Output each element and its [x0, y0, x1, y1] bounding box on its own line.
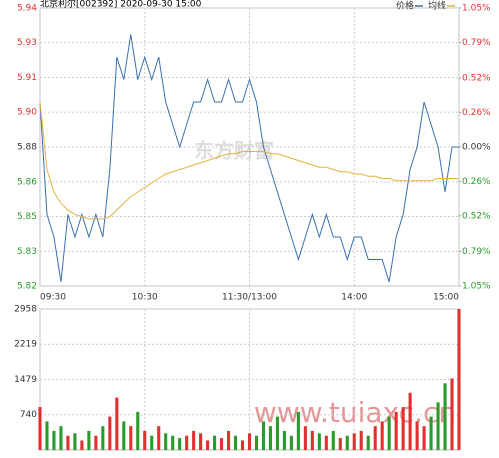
- volume-bar: [324, 435, 328, 450]
- volume-bar: [171, 435, 175, 450]
- volume-bar: [429, 416, 433, 450]
- volume-bar: [331, 430, 335, 450]
- volume-bar: [296, 411, 300, 450]
- volume-bar: [115, 397, 119, 450]
- volume-bar: [443, 383, 447, 450]
- volume-bar: [87, 430, 91, 450]
- volume-bar: [373, 426, 377, 450]
- volume-bar: [359, 430, 363, 450]
- y2-tick-label: 0.26%: [462, 108, 491, 118]
- y2-tick-label: 0.52%: [462, 74, 491, 84]
- volume-bar: [254, 435, 259, 450]
- volume-bar: [185, 435, 189, 450]
- volume-bar: [338, 438, 342, 450]
- y2-tick-label: 0.00%: [462, 143, 491, 153]
- y-tick-label: 740: [20, 410, 37, 420]
- price-line: [39, 101, 459, 220]
- y2-tick-label: 0.52%: [462, 211, 491, 221]
- y2-tick-label: 0.26%: [462, 177, 491, 187]
- volume-bar: [240, 440, 245, 450]
- watermark: www.tuiaxc.cn: [254, 396, 456, 429]
- volume-bar: [317, 433, 321, 450]
- legend-label: 价格: [396, 0, 414, 12]
- volume-bar: [387, 416, 391, 450]
- y-tick-label: 1479: [14, 375, 37, 385]
- volume-bar: [310, 430, 314, 450]
- volume-bar: [415, 421, 419, 450]
- y2-tick-label: 0.79%: [462, 38, 491, 48]
- volume-bar: [45, 421, 49, 450]
- x-tick-label: 11:30/13:00: [222, 293, 277, 303]
- volume-bar: [213, 435, 217, 450]
- y2-tick-label: 1.05%: [462, 4, 491, 14]
- volume-bar: [261, 421, 266, 450]
- volume-bar: [136, 411, 140, 450]
- volume-bar: [408, 392, 412, 450]
- x-tick-label: 09:30: [40, 293, 66, 303]
- volume-bar: [366, 435, 370, 450]
- volume-bar: [227, 430, 231, 450]
- watermark: 东方财富: [194, 139, 274, 163]
- volume-bar: [108, 416, 112, 450]
- volume-bar: [206, 440, 210, 450]
- volume-bar: [143, 430, 147, 450]
- y-tick-label: 5.90: [17, 108, 37, 118]
- volume-bar: [450, 378, 454, 450]
- volume-bar: [38, 407, 42, 450]
- chart-title: 北京利尔[002392] 2020-09-30 15:00: [40, 0, 202, 10]
- y2-tick-label: 1.05%: [462, 282, 491, 292]
- volume-bar: [268, 426, 272, 450]
- volume-bar: [233, 435, 238, 450]
- volume-bar: [303, 426, 307, 450]
- volume-bar: [380, 421, 384, 450]
- x-tick-label: 14:00: [341, 293, 367, 303]
- volume-bar: [199, 433, 203, 450]
- volume-bar: [164, 433, 168, 450]
- volume-bar: [59, 426, 63, 450]
- volume-bar: [352, 433, 356, 450]
- volume-bar: [94, 435, 98, 450]
- volume-bar: [289, 435, 293, 450]
- y-tick-label: 5.85: [17, 212, 37, 222]
- volume-bar: [345, 435, 349, 450]
- volume-bar: [394, 411, 398, 450]
- volume-bar: [192, 430, 196, 450]
- y-tick-label: 5.94: [17, 4, 37, 14]
- volume-bar: [436, 402, 440, 450]
- volume-bar: [66, 435, 70, 450]
- volume-bar: [73, 433, 77, 450]
- volume-bar: [157, 426, 161, 450]
- volume-bar: [275, 416, 279, 450]
- volume-bar: [220, 438, 224, 450]
- y-tick-label: 2219: [14, 340, 37, 350]
- volume-bar: [80, 440, 84, 450]
- volume-bar: [122, 421, 126, 450]
- volume-bar: [457, 309, 461, 450]
- y-tick-label: 2958: [14, 305, 37, 315]
- y-tick-label: 5.83: [17, 247, 37, 257]
- volume-bar: [52, 430, 56, 450]
- volume-bar: [282, 430, 286, 450]
- price-line: [39, 34, 459, 283]
- y-tick-label: 5.91: [17, 73, 37, 83]
- volume-bar: [401, 407, 405, 450]
- y-tick-label: 5.93: [17, 38, 37, 48]
- legend-label: 均线: [428, 0, 446, 12]
- volume-bar: [129, 426, 133, 450]
- volume-bar: [247, 433, 252, 450]
- volume-bar: [422, 426, 426, 450]
- x-tick-label: 15:00: [433, 293, 459, 303]
- volume-bar: [101, 426, 105, 450]
- y-tick-label: 5.88: [17, 143, 37, 153]
- x-tick-label: 10:30: [132, 293, 158, 303]
- volume-bar: [178, 438, 182, 450]
- y2-tick-label: 0.79%: [462, 247, 491, 257]
- volume-bar: [150, 435, 154, 450]
- y-tick-label: 5.86: [17, 177, 37, 187]
- y-tick-label: 5.82: [17, 282, 37, 292]
